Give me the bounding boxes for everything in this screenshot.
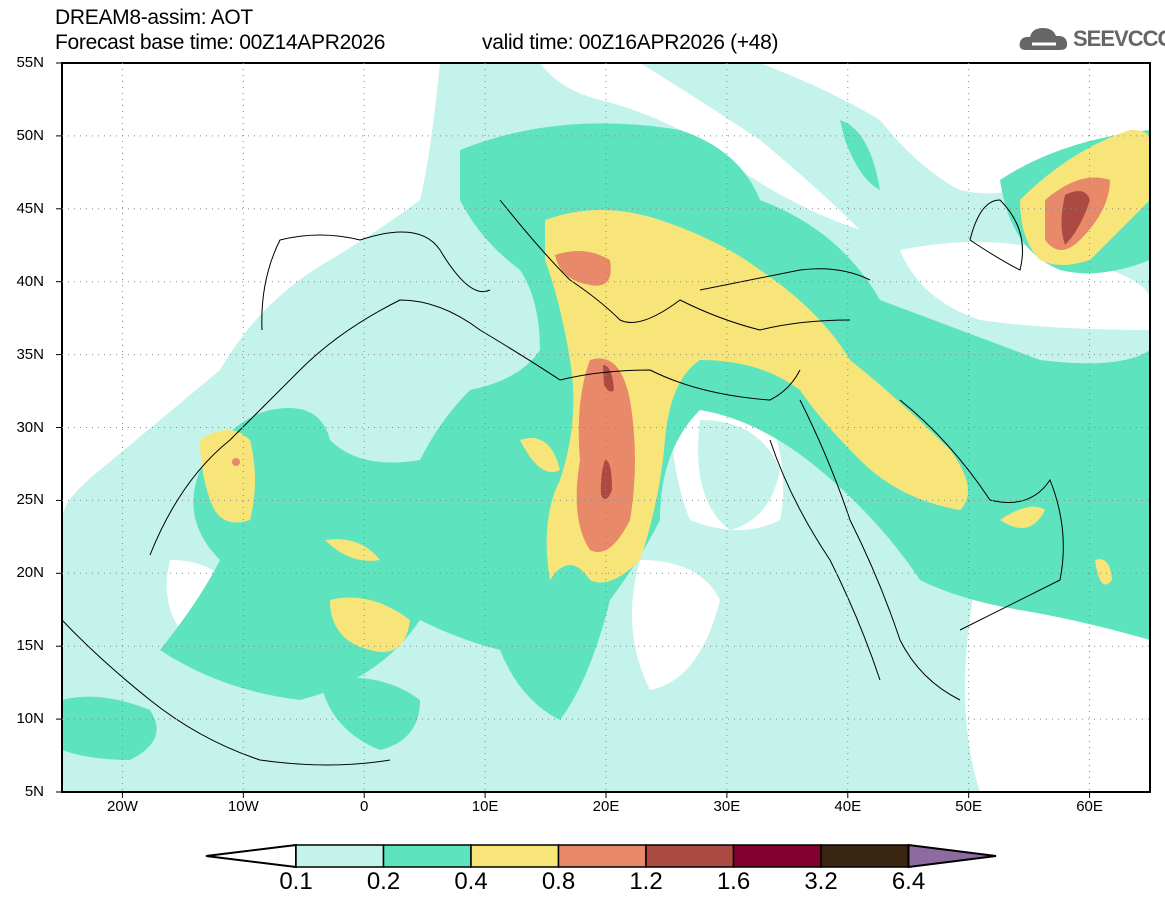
lon-label: 20W bbox=[107, 798, 138, 815]
cloud-icon bbox=[1019, 28, 1068, 50]
colorbar-segment bbox=[382, 844, 472, 868]
lon-label: 40E bbox=[834, 798, 862, 815]
lon-label: 50E bbox=[955, 798, 982, 815]
lat-label: 40N bbox=[16, 272, 44, 290]
valid-time: valid time: 00Z16APR2026 (+48) bbox=[482, 31, 779, 54]
lat-label: 5N bbox=[24, 783, 44, 800]
lat-label: 10N bbox=[16, 710, 44, 728]
forecast-base-time: Forecast base time: 00Z14APR2026 bbox=[55, 31, 386, 54]
logo-text: SEEVCCC bbox=[1073, 26, 1165, 51]
colorbar-segment bbox=[820, 844, 910, 868]
lon-label: 10E bbox=[471, 798, 499, 815]
colorbar-under-arrow bbox=[205, 843, 297, 869]
seevccc-logo: SEEVCCC bbox=[1018, 24, 1165, 54]
lat-label: 15N bbox=[16, 637, 44, 655]
colorbar-label: 1.2 bbox=[629, 868, 663, 895]
colorbar-label: 3.2 bbox=[804, 868, 838, 895]
coastlines bbox=[62, 199, 1064, 766]
colorbar bbox=[205, 843, 997, 869]
colorbar-label: 0.8 bbox=[541, 868, 576, 895]
lat-label: 25N bbox=[16, 491, 44, 509]
colorbar-label: 0.1 bbox=[279, 868, 313, 895]
lon-label: 60E bbox=[1076, 798, 1103, 815]
lat-label: 45N bbox=[16, 199, 44, 217]
map-title: DREAM8-assim: AOT bbox=[55, 6, 253, 29]
colorbar-label: 6.4 bbox=[891, 868, 926, 895]
colorbar-segment bbox=[295, 844, 385, 868]
lat-label: 20N bbox=[16, 564, 44, 582]
colorbar-segment bbox=[557, 844, 647, 868]
colorbar-over-arrow bbox=[907, 843, 997, 869]
lon-label: 30E bbox=[713, 798, 741, 815]
lat-label: 30N bbox=[16, 418, 44, 436]
colorbar-segment bbox=[732, 844, 822, 868]
colorbar-segment bbox=[645, 844, 735, 868]
colorbar-segment bbox=[470, 844, 560, 868]
colorbar-label: 0.4 bbox=[454, 868, 488, 895]
lon-label: 10W bbox=[227, 798, 259, 815]
gridlines bbox=[56, 62, 1150, 798]
lat-label: 50N bbox=[16, 126, 44, 144]
lon-label: 20E bbox=[592, 798, 620, 815]
colorbar-label: 0.2 bbox=[366, 868, 401, 895]
colorbar-label: 1.6 bbox=[716, 868, 751, 895]
lat-label: 55N bbox=[16, 54, 44, 71]
lon-label: 0 bbox=[360, 798, 369, 815]
lat-label: 35N bbox=[16, 345, 44, 363]
